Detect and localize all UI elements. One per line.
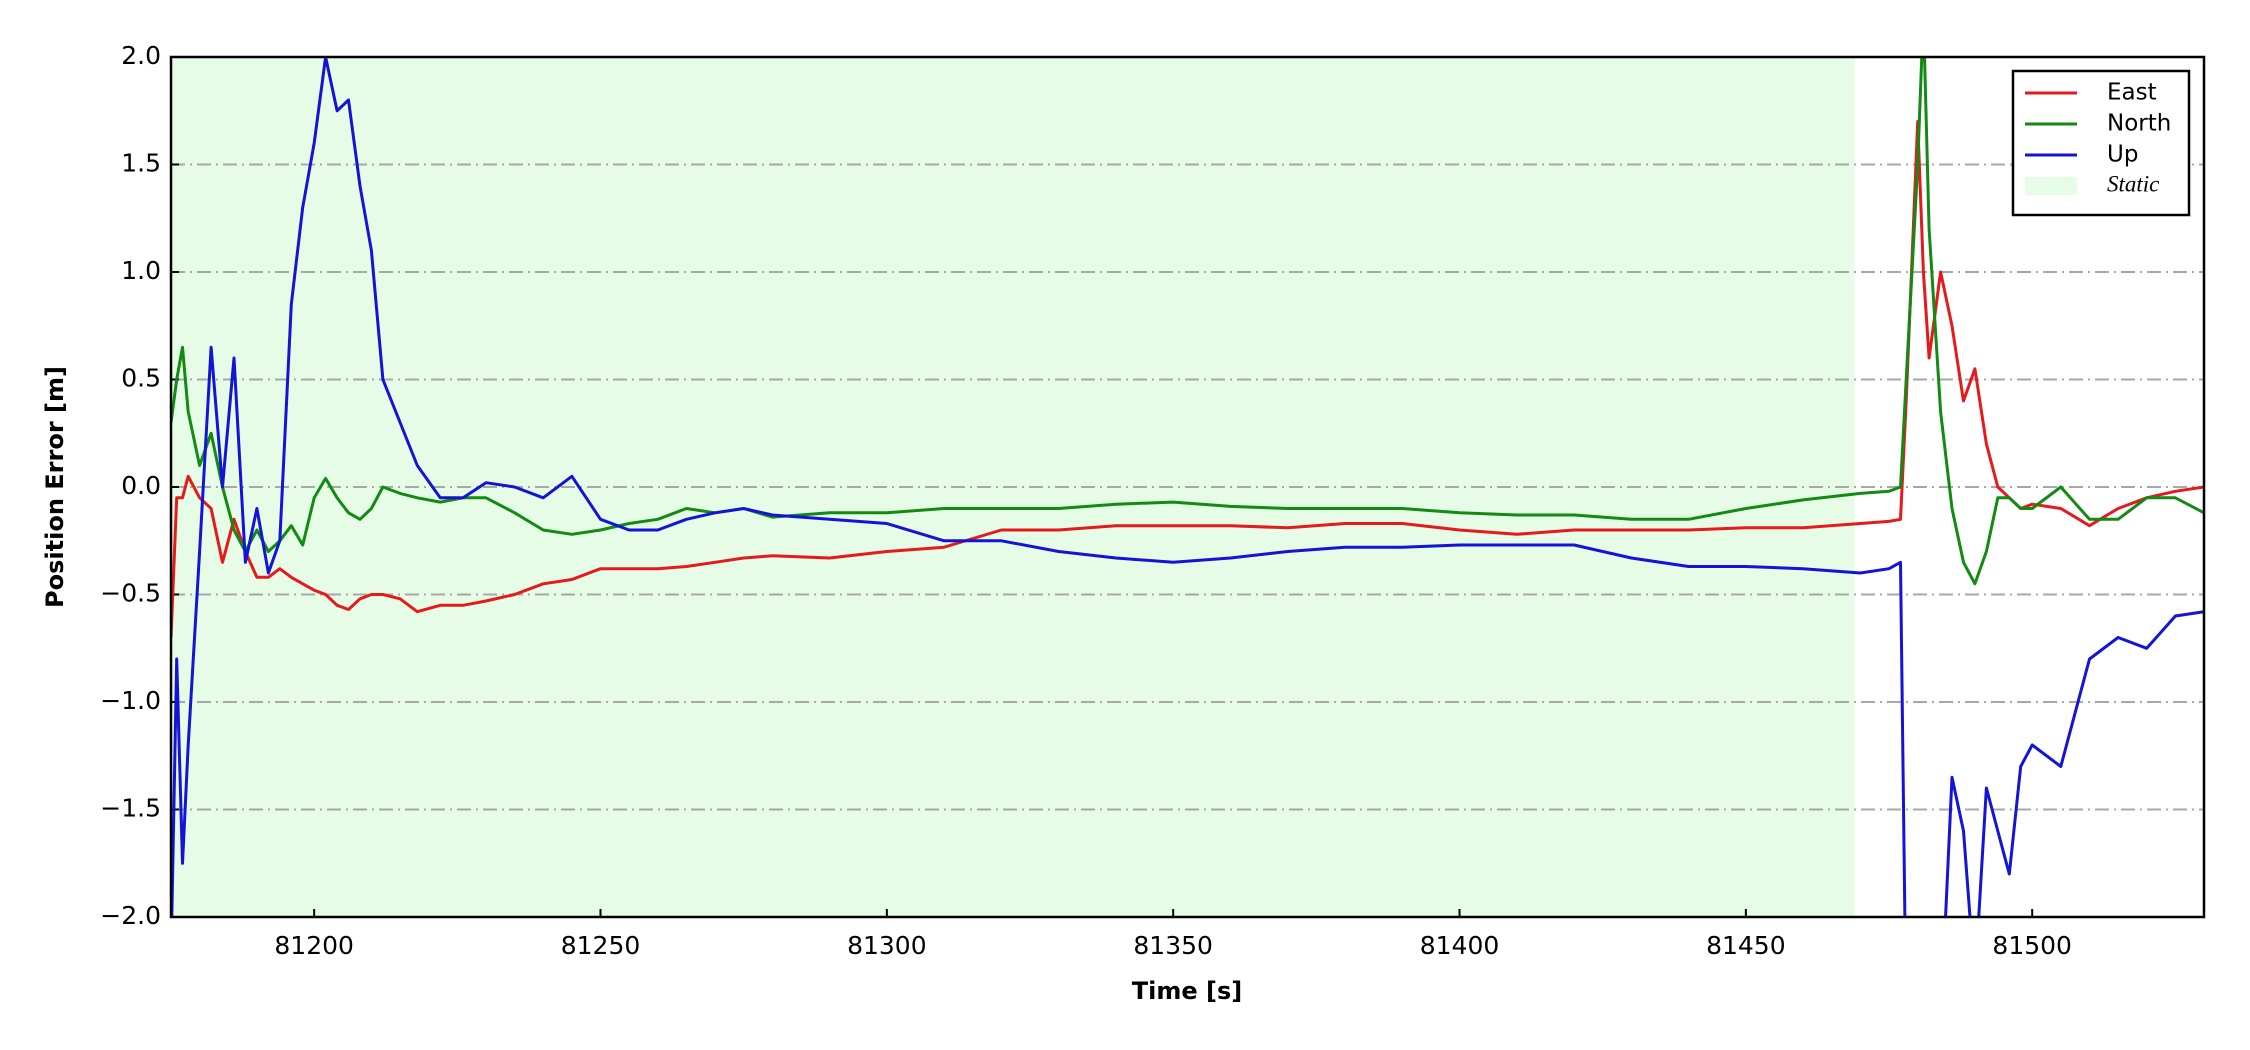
y-tick-label: −2.0	[100, 901, 161, 930]
series-line	[171, 57, 2204, 917]
y-tick-label: −1.5	[100, 794, 161, 823]
legend-label: East	[2107, 80, 2157, 106]
x-tick-label: 81400	[1420, 931, 1500, 960]
legend-label: Up	[2107, 142, 2138, 168]
y-tick-label: 0.0	[121, 471, 161, 500]
legend-label: North	[2107, 111, 2171, 137]
x-tick-label: 81200	[274, 931, 354, 960]
x-tick-label: 81500	[1992, 931, 2072, 960]
series-line	[171, 120, 2204, 638]
legend-swatch	[2025, 177, 2077, 195]
y-tick-label: 1.0	[121, 256, 161, 285]
x-axis-label: Time [s]	[1132, 977, 1242, 1005]
series-line	[171, 57, 2204, 586]
x-tick-label: 81450	[1706, 931, 1786, 960]
y-tick-label: 0.5	[121, 364, 161, 393]
y-tick-label: 1.5	[121, 149, 161, 178]
legend-label: Static	[2107, 171, 2159, 196]
y-tick-label: 2.0	[121, 41, 161, 70]
y-tick-label: −1.0	[100, 686, 161, 715]
y-axis-label: Position Error [m]	[41, 366, 69, 608]
plot-frame	[169, 55, 2206, 919]
y-tick-label: −0.5	[100, 579, 161, 608]
x-tick-label: 81350	[1133, 931, 1213, 960]
x-tick-label: 81250	[561, 931, 641, 960]
x-tick-label: 81300	[847, 931, 927, 960]
